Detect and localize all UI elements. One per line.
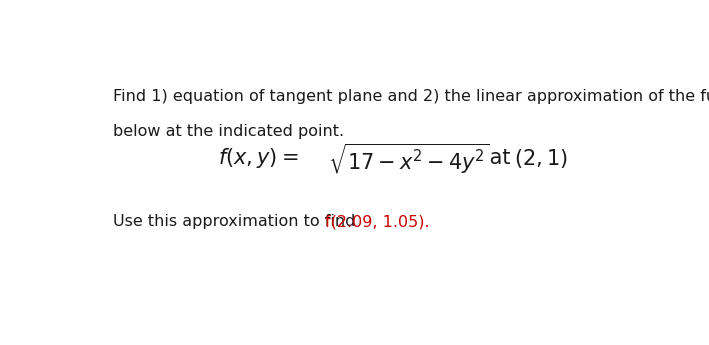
Text: at: at: [483, 148, 518, 168]
Text: below at the indicated point.: below at the indicated point.: [113, 124, 345, 139]
Text: $f(x, y) = $: $f(x, y) = $: [218, 146, 298, 170]
Text: $(2, 1)$: $(2, 1)$: [515, 147, 568, 170]
Text: $\sqrt{17 - x^2 - 4y^2}$: $\sqrt{17 - x^2 - 4y^2}$: [328, 141, 489, 176]
Text: Find 1) equation of tangent plane and 2) the linear approximation of the functio: Find 1) equation of tangent plane and 2)…: [113, 89, 709, 104]
Text: Use this approximation to find: Use this approximation to find: [113, 214, 361, 229]
Text: f(2.09, 1.05).: f(2.09, 1.05).: [325, 214, 430, 229]
